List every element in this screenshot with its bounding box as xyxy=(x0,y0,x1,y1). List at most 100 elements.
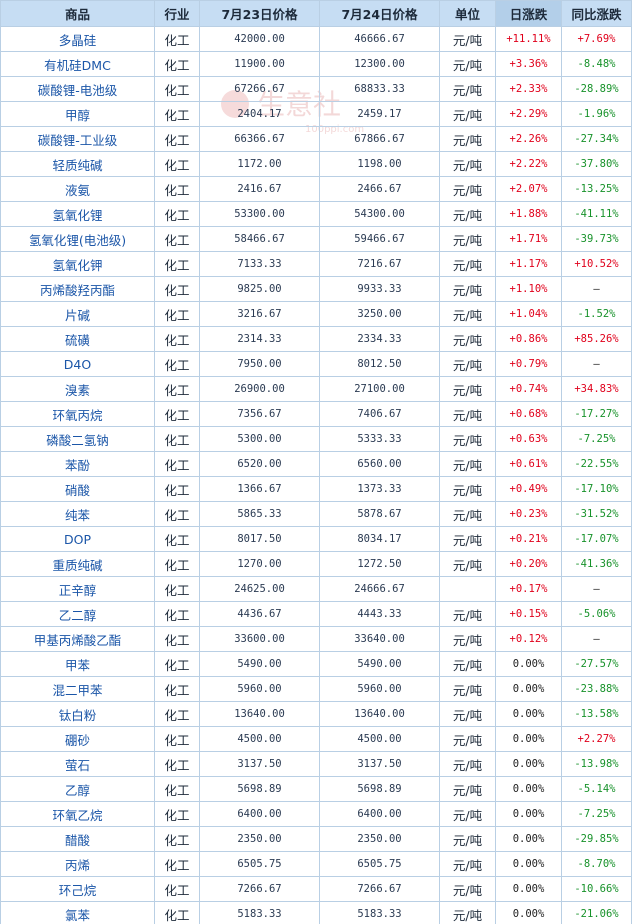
industry-cell: 化工 xyxy=(154,851,200,877)
yoy-change-cell: -37.80% xyxy=(561,151,632,177)
commodity-name-link[interactable]: 有机硅DMC xyxy=(0,51,155,77)
commodity-name-link[interactable]: 甲苯 xyxy=(0,651,155,677)
unit-cell: 元/吨 xyxy=(439,376,496,402)
price-jul24-cell: 8034.17 xyxy=(319,526,440,552)
price-jul23-cell: 3137.50 xyxy=(199,751,320,777)
commodity-name-link[interactable]: 醋酸 xyxy=(0,826,155,852)
col-header-industry[interactable]: 行业 xyxy=(154,0,200,27)
commodity-name-link[interactable]: 液氨 xyxy=(0,176,155,202)
commodity-name-link[interactable]: 硫磺 xyxy=(0,326,155,352)
commodity-name-link[interactable]: 丙烯 xyxy=(0,851,155,877)
col-header-name[interactable]: 商品 xyxy=(0,0,155,27)
price-jul24-cell: 12300.00 xyxy=(319,51,440,77)
commodity-name-link[interactable]: 氢氧化锂 xyxy=(0,201,155,227)
commodity-name-link[interactable]: 多晶硅 xyxy=(0,26,155,52)
commodity-name-link[interactable]: 氢氧化钾 xyxy=(0,251,155,277)
commodity-name-link[interactable]: 硼砂 xyxy=(0,726,155,752)
industry-cell: 化工 xyxy=(154,51,200,77)
commodity-name-link[interactable]: 片碱 xyxy=(0,301,155,327)
commodity-name-link[interactable]: 纯苯 xyxy=(0,501,155,527)
unit-cell: 元/吨 xyxy=(439,326,496,352)
daily-change-cell: +0.49% xyxy=(495,476,562,502)
commodity-name-link[interactable]: 混二甲苯 xyxy=(0,676,155,702)
commodity-name-link[interactable]: 环氧乙烷 xyxy=(0,801,155,827)
commodity-name-link[interactable]: 氯苯 xyxy=(0,901,155,924)
table-row: 碳酸锂-工业级 化工 66366.67 67866.67 元/吨 +2.26% -27.34… xyxy=(0,126,632,152)
commodity-name-link[interactable]: 正辛醇 xyxy=(0,576,155,602)
unit-cell: 元/吨 xyxy=(439,551,496,577)
col-header-price-jul23[interactable]: 7月23日价格 xyxy=(199,0,320,27)
price-jul24-cell: 6560.00 xyxy=(319,451,440,477)
commodity-name-link[interactable]: DOP xyxy=(0,526,155,552)
price-jul23-cell: 4500.00 xyxy=(199,726,320,752)
unit-cell: 元/吨 xyxy=(439,776,496,802)
yoy-change-cell: -1.52% xyxy=(561,301,632,327)
industry-cell: 化工 xyxy=(154,751,200,777)
commodity-name-link[interactable]: 氢氧化锂(电池级) xyxy=(0,226,155,252)
daily-change-cell: +11.11% xyxy=(495,26,562,52)
industry-cell: 化工 xyxy=(154,776,200,802)
industry-cell: 化工 xyxy=(154,451,200,477)
price-jul24-cell: 2466.67 xyxy=(319,176,440,202)
col-header-daily-change[interactable]: 日涨跌 xyxy=(495,0,562,27)
table-row: 钛白粉 化工 13640.00 13640.00 元/吨 0.00% -13.58% xyxy=(0,701,632,727)
daily-change-cell: +1.10% xyxy=(495,276,562,302)
commodity-name-link[interactable]: D4O xyxy=(0,351,155,377)
col-header-price-jul24[interactable]: 7月24日价格 xyxy=(319,0,440,27)
table-row: 片碱 化工 3216.67 3250.00 元/吨 +1.04% -1.52% xyxy=(0,301,632,327)
price-jul24-cell: 4443.33 xyxy=(319,601,440,627)
daily-change-cell: 0.00% xyxy=(495,876,562,902)
industry-cell: 化工 xyxy=(154,176,200,202)
industry-cell: 化工 xyxy=(154,726,200,752)
commodity-name-link[interactable]: 磷酸二氢钠 xyxy=(0,426,155,452)
daily-change-cell: +0.23% xyxy=(495,501,562,527)
yoy-change-cell: -13.25% xyxy=(561,176,632,202)
table-row: 多晶硅 化工 42000.00 46666.67 元/吨 +11.11% +7.69% xyxy=(0,26,632,52)
unit-cell: 元/吨 xyxy=(439,901,496,924)
commodity-name-link[interactable]: 环氧丙烷 xyxy=(0,401,155,427)
table-row: 醋酸 化工 2350.00 2350.00 元/吨 0.00% -29.85% xyxy=(0,826,632,852)
price-jul23-cell: 8017.50 xyxy=(199,526,320,552)
commodity-name-link[interactable]: 重质纯碱 xyxy=(0,551,155,577)
commodity-name-link[interactable]: 硝酸 xyxy=(0,476,155,502)
yoy-change-cell: +7.69% xyxy=(561,26,632,52)
commodity-name-link[interactable]: 碳酸锂-电池级 xyxy=(0,76,155,102)
table-row: 有机硅DMC 化工 11900.00 12300.00 元/吨 +3.36% -8.48% xyxy=(0,51,632,77)
price-jul23-cell: 2314.33 xyxy=(199,326,320,352)
unit-cell: 元/吨 xyxy=(439,701,496,727)
commodity-name-link[interactable]: 丙烯酸羟丙酯 xyxy=(0,276,155,302)
commodity-name-link[interactable]: 甲基丙烯酸乙酯 xyxy=(0,626,155,652)
yoy-change-cell: -41.11% xyxy=(561,201,632,227)
unit-cell: 元/吨 xyxy=(439,76,496,102)
commodity-name-link[interactable]: 碳酸锂-工业级 xyxy=(0,126,155,152)
table-row: 轻质纯碱 化工 1172.00 1198.00 元/吨 +2.22% -37.80% xyxy=(0,151,632,177)
table-row: 磷酸二氢钠 化工 5300.00 5333.33 元/吨 +0.63% -7.25% xyxy=(0,426,632,452)
daily-change-cell: +0.61% xyxy=(495,451,562,477)
table-row: 甲苯 化工 5490.00 5490.00 元/吨 0.00% -27.57% xyxy=(0,651,632,677)
price-jul24-cell: 54300.00 xyxy=(319,201,440,227)
daily-change-cell: +0.21% xyxy=(495,526,562,552)
price-jul24-cell: 13640.00 xyxy=(319,701,440,727)
price-jul23-cell: 7266.67 xyxy=(199,876,320,902)
unit-cell: 元/吨 xyxy=(439,151,496,177)
price-jul23-cell: 7950.00 xyxy=(199,351,320,377)
commodity-name-link[interactable]: 苯酚 xyxy=(0,451,155,477)
industry-cell: 化工 xyxy=(154,576,200,602)
commodity-name-link[interactable]: 乙二醇 xyxy=(0,601,155,627)
yoy-change-cell: — xyxy=(561,576,632,602)
table-row: 环氧乙烷 化工 6400.00 6400.00 元/吨 0.00% -7.25% xyxy=(0,801,632,827)
yoy-change-cell: -5.06% xyxy=(561,601,632,627)
industry-cell: 化工 xyxy=(154,351,200,377)
yoy-change-cell: -31.52% xyxy=(561,501,632,527)
commodity-name-link[interactable]: 轻质纯碱 xyxy=(0,151,155,177)
commodity-name-link[interactable]: 溴素 xyxy=(0,376,155,402)
yoy-change-cell: — xyxy=(561,626,632,652)
commodity-name-link[interactable]: 萤石 xyxy=(0,751,155,777)
col-header-yoy-change[interactable]: 同比涨跌 xyxy=(561,0,632,27)
commodity-name-link[interactable]: 甲醇 xyxy=(0,101,155,127)
price-jul23-cell: 1172.00 xyxy=(199,151,320,177)
commodity-name-link[interactable]: 钛白粉 xyxy=(0,701,155,727)
col-header-unit[interactable]: 单位 xyxy=(439,0,496,27)
commodity-name-link[interactable]: 乙醇 xyxy=(0,776,155,802)
commodity-name-link[interactable]: 环己烷 xyxy=(0,876,155,902)
